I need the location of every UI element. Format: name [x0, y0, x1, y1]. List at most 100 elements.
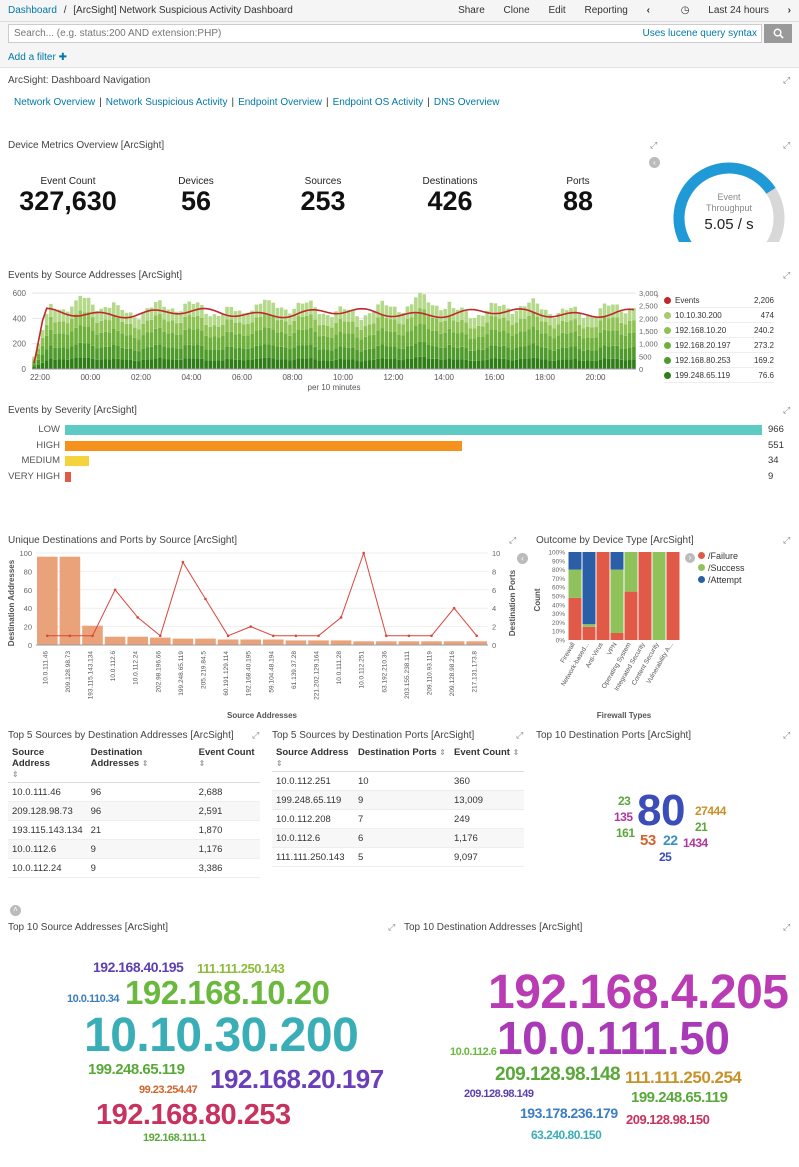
bar-segment[interactable] — [292, 347, 296, 360]
bar-segment[interactable] — [602, 316, 607, 330]
bar-segment[interactable] — [237, 322, 242, 334]
bar-segment[interactable] — [523, 358, 527, 369]
bar-segment[interactable] — [426, 358, 431, 369]
bar-segment[interactable] — [426, 315, 431, 330]
bar-segment[interactable] — [258, 345, 263, 359]
bar-segment[interactable] — [145, 359, 150, 369]
bar-segment[interactable] — [132, 337, 137, 351]
bar-segment[interactable] — [70, 318, 74, 332]
bar-segment[interactable] — [342, 309, 347, 322]
bar-segment[interactable] — [502, 358, 506, 369]
bar-segment[interactable] — [476, 336, 481, 350]
bar-segment[interactable] — [254, 317, 259, 331]
nav-link-endpoint-os-activity[interactable]: Endpoint OS Activity — [332, 97, 424, 108]
bar-segment[interactable] — [242, 313, 246, 325]
word-cloud-item[interactable]: 192.168.4.205 — [488, 966, 789, 1019]
bar-segment[interactable] — [581, 360, 586, 369]
word-cloud-item[interactable]: 192.168.111.1 — [143, 1132, 206, 1144]
bar-segment[interactable] — [116, 305, 120, 318]
bar-segment[interactable] — [296, 358, 301, 369]
legend-item[interactable]: 10.10.30.200 474 — [664, 308, 774, 323]
bar-segment[interactable] — [174, 323, 179, 335]
bar-segment[interactable] — [552, 328, 556, 339]
word-cloud-item[interactable]: 21 — [695, 820, 708, 834]
expand-icon[interactable]: ⤢ — [388, 922, 396, 932]
bar-segment[interactable] — [91, 304, 95, 318]
bar-segment[interactable] — [367, 348, 372, 361]
sort-icon[interactable]: ⇕ — [512, 748, 520, 757]
bar-segment[interactable] — [225, 359, 229, 369]
bar-segment[interactable] — [158, 300, 162, 314]
bar-segment[interactable] — [200, 304, 204, 318]
bar-segment[interactable] — [149, 332, 154, 347]
bar-segment[interactable] — [304, 345, 309, 359]
bar-segment[interactable] — [564, 359, 569, 369]
bar-segment[interactable] — [413, 343, 418, 358]
bar-segment[interactable] — [409, 358, 414, 369]
nav-link-network-overview[interactable]: Network Overview — [14, 97, 96, 108]
bar[interactable] — [59, 556, 81, 645]
bar-segment[interactable] — [288, 335, 292, 350]
bar[interactable] — [308, 640, 329, 645]
bar-segment[interactable] — [359, 361, 364, 369]
bar-segment[interactable] — [493, 329, 498, 346]
bar-segment[interactable] — [124, 348, 129, 361]
bar-segment[interactable] — [300, 345, 305, 359]
bar-segment[interactable] — [619, 322, 624, 335]
bar-segment[interactable] — [569, 320, 573, 333]
bar-segment[interactable] — [288, 349, 292, 361]
bar-segment[interactable] — [145, 332, 150, 348]
bar-segment[interactable] — [573, 346, 577, 360]
bar-segment[interactable] — [174, 359, 179, 369]
bar-segment[interactable] — [611, 304, 615, 318]
bar-segment[interactable] — [99, 347, 103, 360]
bar-segment[interactable] — [262, 357, 267, 369]
bar-segment[interactable] — [376, 317, 380, 331]
bar-segment[interactable] — [481, 315, 485, 327]
bar-segment[interactable] — [82, 297, 87, 313]
bar-segment[interactable] — [250, 310, 254, 323]
bar-segment[interactable] — [443, 320, 447, 333]
sort-icon[interactable]: ⇕ — [12, 770, 19, 779]
bar-segment[interactable] — [221, 325, 225, 336]
bar-segment[interactable] — [610, 552, 624, 570]
bar-segment[interactable] — [61, 309, 66, 322]
bar-segment[interactable] — [434, 318, 439, 332]
bar-segment[interactable] — [422, 357, 426, 369]
bar-segment[interactable] — [279, 346, 284, 360]
sort-icon[interactable]: ⇕ — [439, 748, 446, 757]
clone-button[interactable]: Clone — [503, 5, 530, 16]
bar-segment[interactable] — [74, 358, 78, 369]
bar-segment[interactable] — [355, 316, 359, 327]
bar-segment[interactable] — [426, 302, 431, 316]
bar-segment[interactable] — [70, 306, 74, 319]
word-cloud-item[interactable]: 192.168.10.20 — [125, 974, 330, 1011]
legend-item[interactable]: /Failure — [698, 551, 745, 563]
bar-segment[interactable] — [49, 316, 53, 330]
bar-segment[interactable] — [355, 337, 359, 350]
bar-segment[interactable] — [606, 305, 611, 319]
bar-segment[interactable] — [611, 358, 615, 369]
bar-segment[interactable] — [111, 358, 116, 369]
bar-segment[interactable] — [86, 357, 91, 369]
bar-segment[interactable] — [338, 331, 343, 347]
bar-segment[interactable] — [78, 357, 83, 369]
bar-segment[interactable] — [212, 360, 217, 369]
bar-segment[interactable] — [539, 321, 544, 334]
bar-segment[interactable] — [216, 326, 221, 338]
bar-segment[interactable] — [556, 312, 561, 325]
bar-segment[interactable] — [191, 329, 196, 346]
bar-segment[interactable] — [376, 330, 380, 346]
bar-segment[interactable] — [556, 348, 561, 361]
expand-icon[interactable]: ⤢ — [783, 922, 791, 932]
bar-segment[interactable] — [103, 346, 108, 360]
bar-segment[interactable] — [518, 346, 523, 359]
bar-segment[interactable] — [401, 324, 405, 336]
bar-segment[interactable] — [116, 330, 120, 347]
bar-segment[interactable] — [86, 343, 91, 358]
bar[interactable] — [376, 641, 397, 645]
bar-segment[interactable] — [342, 333, 347, 348]
bar-segment[interactable] — [384, 330, 389, 347]
bar-segment[interactable] — [149, 319, 154, 333]
bar-segment[interactable] — [271, 329, 275, 346]
